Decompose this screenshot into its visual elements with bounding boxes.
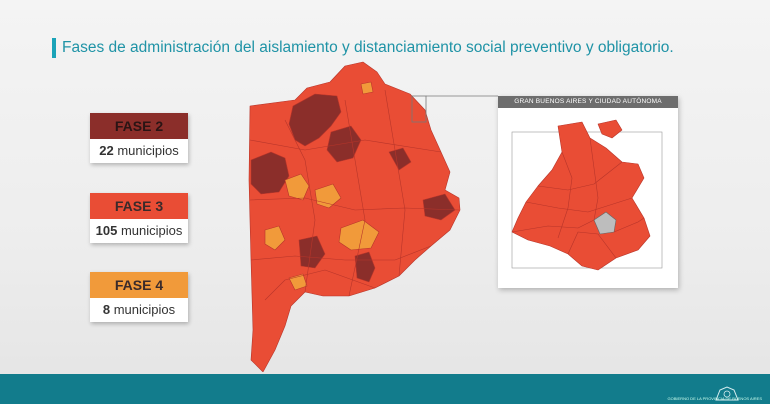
footer-text: GOBIERNO DE LA PROVINCIA DE BUENOS AIRES: [667, 396, 762, 401]
phase-2-region: [388, 147, 412, 171]
phase-4-region: [284, 173, 310, 201]
footer-bar: GOBIERNO DE LA PROVINCIA DE BUENOS AIRES: [0, 374, 770, 404]
phase-2-region: [354, 251, 376, 283]
phase-2-region: [326, 125, 362, 163]
phase-2-region: [422, 193, 456, 221]
inset-connector: [411, 95, 498, 123]
phase-2-region: [250, 151, 290, 195]
legend-phase-4: FASE 4 8 municipios: [90, 272, 188, 322]
legend-phase-4-label: FASE 4: [90, 272, 188, 298]
page-title: Fases de administración del aislamiento …: [62, 39, 674, 56]
inset-gba-map: GRAN BUENOS AIRES Y CIUDAD AUTÓNOMA: [498, 96, 678, 288]
legend-phase-3-label: FASE 3: [90, 193, 188, 219]
province-shield-icon: [715, 386, 739, 401]
legend-phase-3-count: 105 municipios: [90, 219, 188, 243]
phase-4-region: [338, 219, 380, 251]
legend-phase-4-count: 8 municipios: [90, 298, 188, 322]
inset-title: GRAN BUENOS AIRES Y CIUDAD AUTÓNOMA: [498, 96, 678, 108]
province-map: [245, 60, 470, 373]
phase-4-region: [360, 81, 374, 95]
legend-phase-2-count: 22 municipios: [90, 139, 188, 163]
legend-phase-2-label: FASE 2: [90, 113, 188, 139]
inset-map: [511, 119, 663, 271]
phase-4-region: [264, 225, 286, 251]
legend-phase-2: FASE 2 22 municipios: [90, 113, 188, 163]
legend-phase-3: FASE 3 105 municipios: [90, 193, 188, 243]
title-accent-bar: [52, 38, 56, 58]
phase-2-region: [298, 235, 326, 269]
caba-region: [593, 211, 617, 235]
phase-2-region: [288, 93, 342, 147]
